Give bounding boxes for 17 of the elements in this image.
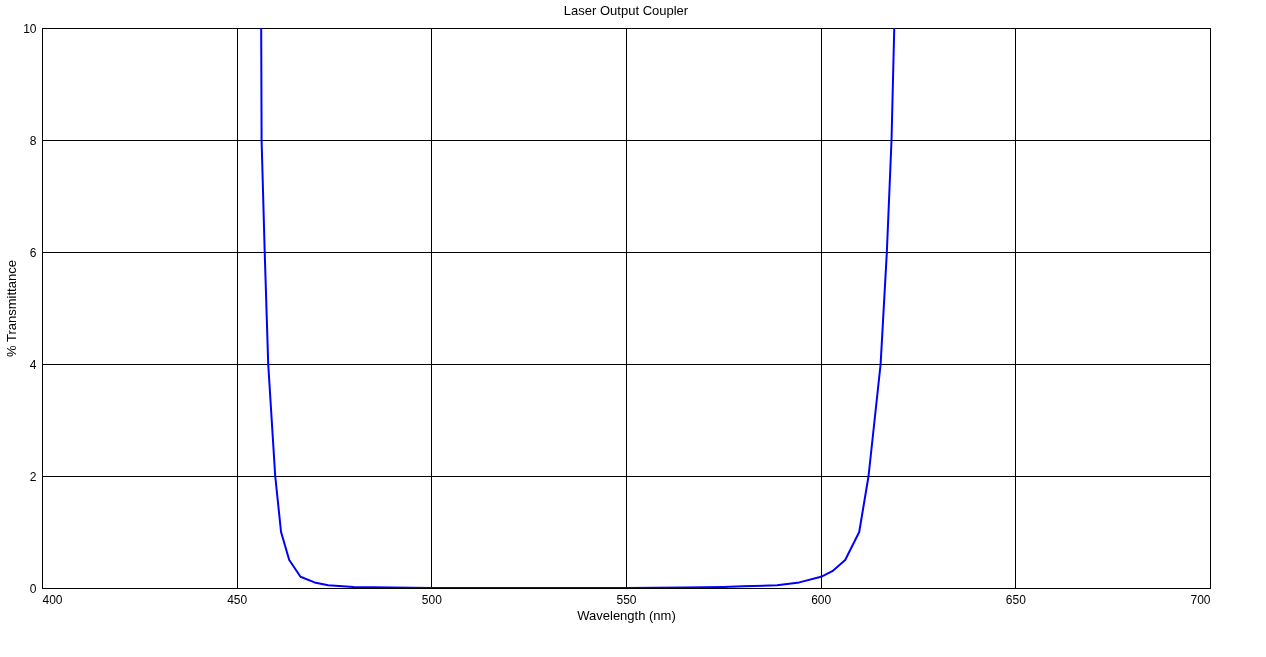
x-tick-label: 650	[1005, 592, 1027, 607]
chart-title: Laser Output Coupler	[563, 3, 689, 18]
x-tick-label: 500	[421, 592, 443, 607]
x-axis-title: Wavelength (nm)	[577, 607, 676, 623]
y-tick-label: 2	[29, 469, 37, 484]
y-tick-label: 6	[29, 245, 37, 260]
line-series	[260, 28, 896, 588]
x-tick-label: 700	[1190, 592, 1211, 607]
x-tick-label: 450	[227, 592, 248, 607]
x-tick-label: 400	[42, 592, 63, 607]
y-tick-label: 4	[29, 357, 37, 372]
y-tick-label: 10	[23, 21, 37, 36]
y-tick-label: 8	[29, 133, 37, 148]
y-axis-title: % Transmittance	[4, 260, 20, 357]
x-tick-label: 600	[811, 592, 832, 607]
x-tick-label: 550	[616, 592, 637, 607]
y-tick-label: 0	[29, 581, 37, 596]
